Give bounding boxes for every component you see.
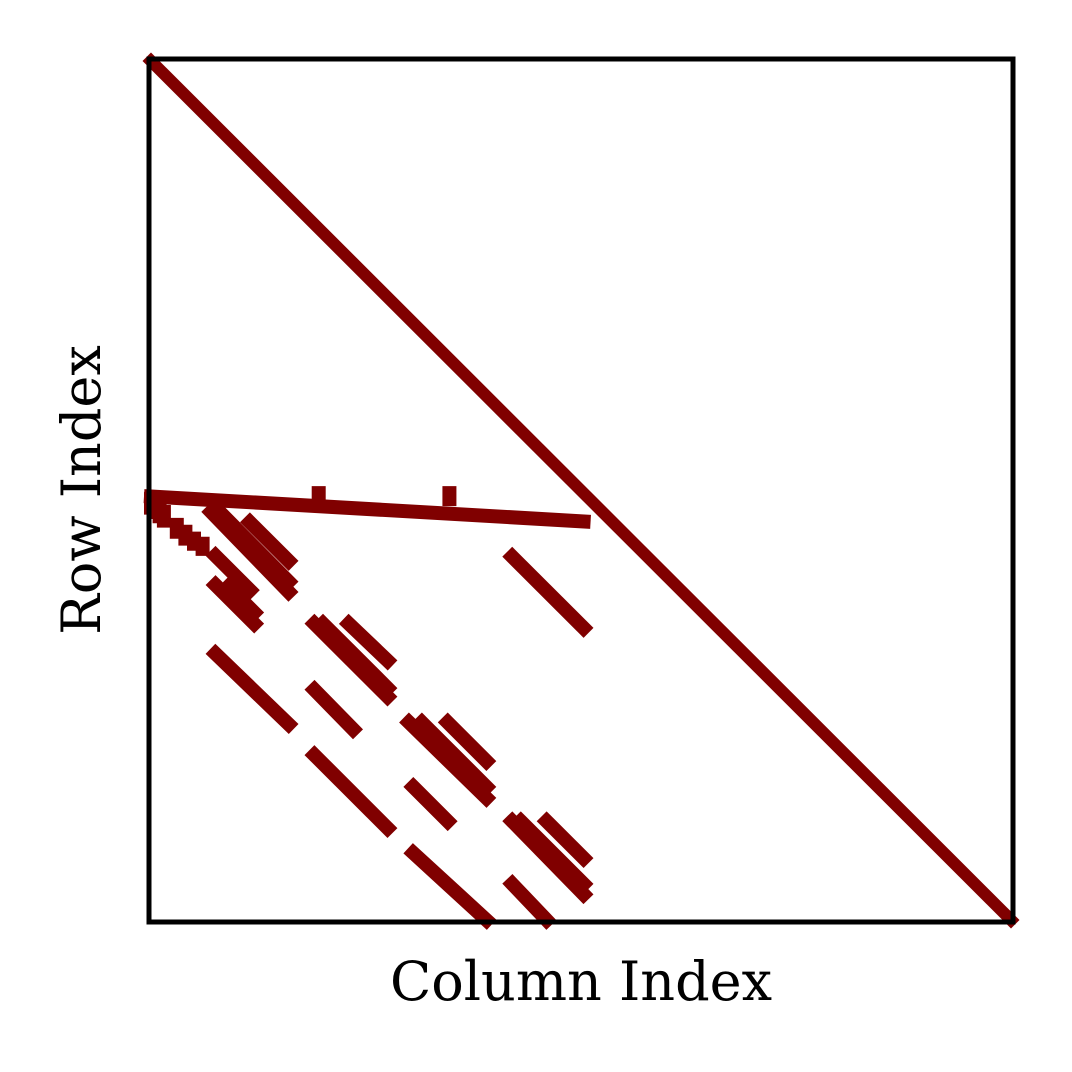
nonzero-band bbox=[403, 776, 458, 832]
sparsity-marks bbox=[142, 52, 1020, 930]
nonzero-band bbox=[143, 489, 591, 529]
nonzero-band bbox=[304, 745, 398, 838]
nonzero-band bbox=[399, 712, 497, 808]
nonzero-band bbox=[502, 874, 557, 930]
nonzero-band bbox=[403, 843, 497, 930]
nonzero-band bbox=[536, 811, 594, 869]
nonzero-band bbox=[437, 712, 497, 771]
plot-frame bbox=[146, 56, 1016, 925]
y-axis-label: Row Index bbox=[50, 345, 113, 635]
x-axis-label: Column Index bbox=[390, 950, 772, 1013]
nonzero-band bbox=[240, 512, 299, 571]
nonzero-band bbox=[510, 811, 594, 894]
nonzero-band bbox=[218, 576, 265, 623]
nonzero-band bbox=[313, 613, 398, 698]
nonzero-band bbox=[412, 712, 497, 797]
nonzero-band bbox=[502, 546, 594, 638]
nonzero-band bbox=[338, 613, 398, 671]
nonzero-band bbox=[205, 575, 265, 634]
diagonal-nonzeros bbox=[142, 52, 1020, 929]
nonzero-band bbox=[205, 643, 299, 735]
nonzero-band bbox=[209, 502, 299, 592]
nonzero-band bbox=[205, 545, 260, 601]
nonzero-band bbox=[304, 679, 363, 740]
